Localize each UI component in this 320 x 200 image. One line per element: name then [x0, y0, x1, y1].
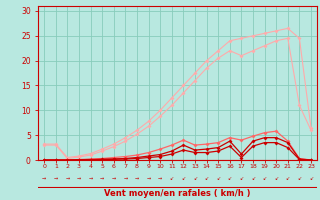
X-axis label: Vent moyen/en rafales ( km/h ): Vent moyen/en rafales ( km/h ) — [104, 189, 251, 198]
